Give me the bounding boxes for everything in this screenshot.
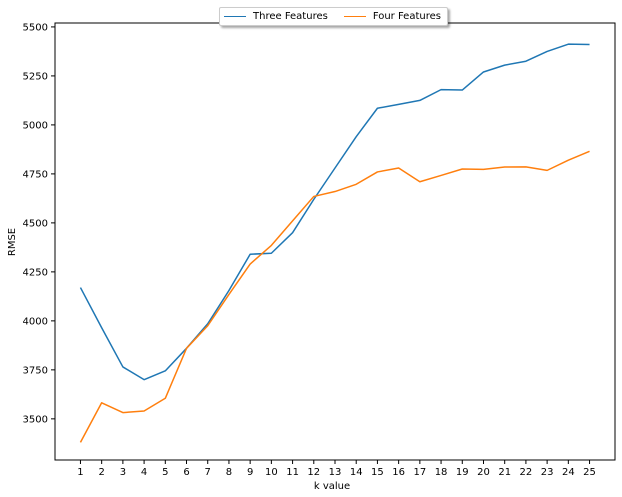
legend-item-three-features: Three Features [224, 11, 328, 22]
x-tick-label: 4 [141, 467, 147, 478]
x-tick-label: 17 [413, 467, 426, 478]
y-tick-label: 4250 [23, 267, 48, 278]
x-tick-label: 23 [541, 467, 554, 478]
x-tick-label: 10 [265, 467, 278, 478]
x-tick-label: 5 [162, 467, 168, 478]
y-axis-label: RMSE [7, 228, 18, 256]
y-tick-label: 5250 [23, 71, 48, 82]
x-tick-label: 21 [498, 467, 511, 478]
y-tick-label: 4000 [23, 316, 48, 327]
x-tick-label: 13 [329, 467, 342, 478]
legend-label-four-features: Four Features [372, 11, 441, 22]
x-axis-ticks: 1 2 3 4 5 6 7 8 9 10 11 12 13 14 15 16 17 18 19 20 21 22 23 24 2… [77, 460, 596, 478]
y-tick-label: 4750 [23, 169, 48, 180]
x-tick-label: 7 [205, 467, 211, 478]
x-tick-label: 20 [477, 467, 490, 478]
y-tick-label: 5500 [23, 22, 48, 33]
legend-swatch-four-features [343, 16, 366, 17]
y-tick-label: 5000 [23, 120, 48, 131]
x-tick-label: 15 [371, 467, 384, 478]
x-tick-label: 24 [562, 467, 575, 478]
legend-label-three-features: Three Features [253, 11, 328, 22]
legend-swatch-three-features [224, 16, 246, 17]
y-tick-label: 3500 [23, 414, 48, 425]
x-tick-label: 12 [307, 467, 320, 478]
y-tick-label: 4500 [23, 218, 48, 229]
series-line-three-features [79, 43, 590, 381]
y-tick-label: 3750 [23, 365, 48, 376]
x-tick-label: 2 [98, 467, 104, 478]
series-line-four-features [79, 150, 590, 443]
chart-marks [79, 43, 590, 443]
x-tick-label: 11 [286, 467, 299, 478]
x-tick-label: 6 [183, 467, 189, 478]
x-tick-label: 16 [392, 467, 405, 478]
legend: Three Features Four Features [219, 7, 448, 26]
x-tick-label: 22 [520, 467, 533, 478]
legend-item-four-features: Four Features [343, 11, 441, 22]
x-tick-label: 25 [583, 467, 596, 478]
plot-area-frame [54, 22, 616, 461]
x-tick-label: 1 [77, 467, 83, 478]
x-tick-label: 9 [247, 467, 253, 478]
x-tick-label: 19 [456, 467, 469, 478]
x-tick-label: 14 [350, 467, 363, 478]
x-tick-label: 8 [226, 467, 232, 478]
y-axis-ticks: 3500 3750 4000 4250 4500 4750 5000 5250 5500 [23, 22, 55, 425]
x-tick-label: 18 [435, 467, 448, 478]
x-tick-label: 3 [120, 467, 126, 478]
x-axis-label: k value [314, 481, 350, 492]
